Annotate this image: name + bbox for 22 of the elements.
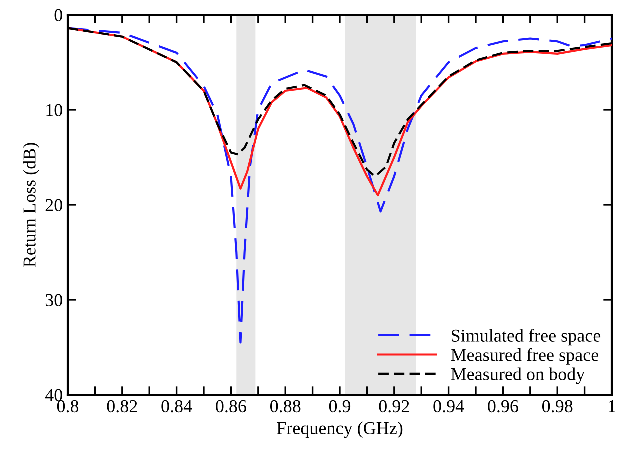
x-tick-label: 0.82 (107, 400, 138, 413)
legend-label: Simulated free space (452, 329, 601, 346)
legend-label: Measured free space (451, 348, 599, 365)
x-tick-label: 0.98 (542, 400, 573, 413)
line-series (68, 27, 612, 344)
x-tick-label: 0.92 (379, 400, 410, 413)
x-tick-label: 1 (609, 400, 616, 412)
y-tick-label: 0 (54, 9, 62, 22)
x-tick-label: 0.9 (329, 400, 351, 413)
x-tick-label: 0.96 (488, 400, 518, 413)
x-tick-label: 0.86 (216, 400, 246, 413)
x-tick-label: 0.8 (57, 400, 79, 413)
x-tick-label: 0.88 (270, 400, 301, 413)
x-tick-label: 0.84 (162, 400, 192, 413)
legend-label: Measured on body (451, 368, 586, 384)
y-tick-label: 10 (46, 104, 62, 116)
y-tick-label: 20 (46, 199, 62, 212)
x-tick-label: 0.94 (434, 400, 464, 413)
y-axis-title: Return Loss (dB) (23, 143, 40, 268)
y-tick-label: 30 (46, 294, 62, 306)
y-tick-label: 40 (45, 389, 62, 402)
x-axis-title: Frequency (GHz) (277, 422, 403, 438)
